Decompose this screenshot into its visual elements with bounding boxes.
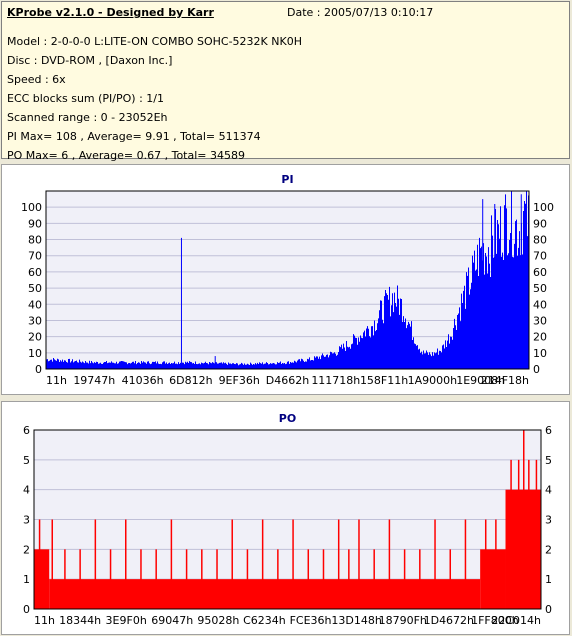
pi-xtick: 1A9000h [408,374,458,387]
po-bar-segment [34,549,50,609]
po-xtick: FCE36h [290,614,332,627]
po-bar-segment [49,579,481,609]
po-xtick: 22C014h [491,614,541,627]
pi-title: PI [281,173,293,186]
pi-xtick: D4662h [266,374,309,387]
disc-line: Disc : DVD-ROM , [Daxon Inc.] [7,54,173,67]
po-xtick: 1D4672h [424,614,474,627]
pi-ytick-right: 100 [533,201,554,214]
pi-xtick: 9EF36h [219,374,260,387]
po-xtick: 13D148h [331,614,381,627]
pi-plot-border [45,190,530,370]
pi-xtick: 41036h [122,374,164,387]
po-stats-line: PO Max= 6 , Average= 0.67 , Total= 34589 [7,149,245,162]
po-xtick: 69047h [151,614,193,627]
po-chart: PO 0 0 1 1 2 2 3 3 4 4 5 5 6 6 11h 18344h 3E9F0h 69047h 950… [23,412,552,627]
pi-xtick: 11h [46,374,67,387]
po-xtick: 1FF800h [471,614,519,627]
pi-xtick: 19747h [73,374,115,387]
pi-ytick-right: 20 [533,331,547,344]
po-ytick-right: 6 [545,424,552,437]
pi-ytick-right: 90 [533,217,547,230]
pi-ytick-left: 80 [28,234,42,247]
pi-xtick: 158F11h [360,374,408,387]
pi-xtick: 214F18h [481,374,529,387]
pi-ytick-left: 40 [28,298,42,311]
pi-ytick-left: 60 [28,266,42,279]
po-xtick: 18344h [59,614,101,627]
pi-ytick-left: 20 [28,331,42,344]
po-plot-border [33,429,542,610]
po-series [34,430,541,609]
scan-date: Date : 2005/07/13 0:10:17 [287,6,434,19]
pi-ytick-right: 30 [533,314,547,327]
pi-ytick-left: 30 [28,314,42,327]
po-ytick-right: 2 [545,543,552,556]
app-title: KProbe v2.1.0 - Designed by Karr [7,6,214,19]
po-chart-panel: PO 0 0 1 1 2 2 3 3 4 4 5 5 6 6 11h 18344h 3E9F0h 69047h 950… [1,401,570,635]
po-ytick-left: 0 [23,603,30,616]
pi-ytick-left: 70 [28,250,42,263]
po-ytick-right: 0 [545,603,552,616]
po-ytick-right: 5 [545,454,552,467]
speed-line: Speed : 6x [7,73,66,86]
pi-ytick-left: 50 [28,282,42,295]
range-line: Scanned range : 0 - 23052Eh [7,111,168,124]
pi-ytick-right: 80 [533,234,547,247]
po-xtick: 11h [34,614,55,627]
pi-ytick-right: 40 [533,298,547,311]
pi-ytick-right: 0 [533,363,540,376]
pi-chart-panel: PI 0 0 10 10 20 20 30 30 40 40 50 50 60 60 70 70 80 80 90 90… [1,164,570,395]
po-ytick-left: 6 [23,424,30,437]
po-ytick-left: 2 [23,543,30,556]
po-ytick-right: 3 [545,514,552,527]
po-xtick: 18790Fh [379,614,427,627]
pi-ytick-right: 50 [533,282,547,295]
po-ytick-left: 3 [23,514,30,527]
po-ytick-left: 4 [23,484,30,497]
pi-ytick-right: 10 [533,347,547,360]
po-ytick-left: 5 [23,454,30,467]
pi-ytick-left: 100 [21,201,42,214]
pi-xtick: 6D812h [169,374,212,387]
pi-ytick-left: 10 [28,347,42,360]
info-panel: KProbe v2.1.0 - Designed by Karr Date : … [1,1,570,162]
pi-ytick-right: 70 [533,250,547,263]
po-xtick: C6234h [243,614,286,627]
pi-ytick-left: 90 [28,217,42,230]
po-xtick: 95028h [197,614,239,627]
pi-xtick: 111718h [311,374,360,387]
po-ytick-left: 1 [23,573,30,586]
pi-series [46,191,529,369]
pi-ytick-right: 60 [533,266,547,279]
pi-xtick: 1E9008h [456,374,505,387]
po-ytick-right: 4 [545,484,552,497]
po-title: PO [279,412,296,425]
model-line: Model : 2-0-0-0 L:LITE-ON COMBO SOHC-523… [7,35,302,48]
pi-chart: PI 0 0 10 10 20 20 30 30 40 40 50 50 60 60 70 70 80 80 90 90… [21,173,554,387]
pi-stats-line: PI Max= 108 , Average= 9.91 , Total= 511… [7,130,261,143]
po-bar-segment [480,549,506,609]
ecc-line: ECC blocks sum (PI/PO) : 1/1 [7,92,164,105]
pi-ytick-left: 0 [35,363,42,376]
po-ytick-right: 1 [545,573,552,586]
po-xtick: 3E9F0h [106,614,147,627]
